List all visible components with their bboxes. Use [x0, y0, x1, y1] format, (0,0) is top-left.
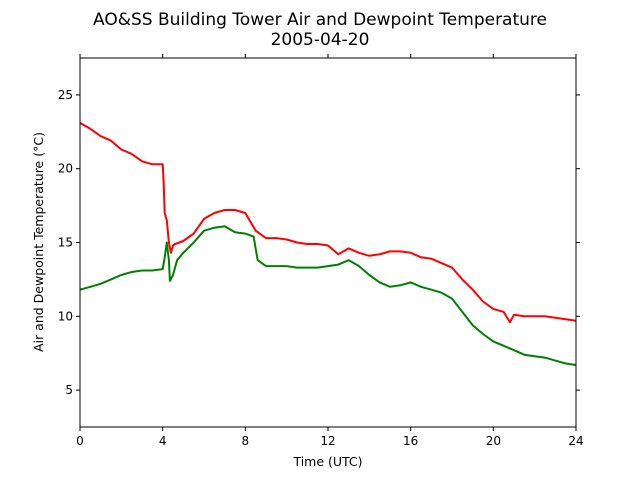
y-tick-label: 10 [58, 309, 73, 323]
chart-subtitle: 2005-04-20 [271, 30, 370, 50]
x-tick-label: 0 [76, 434, 84, 448]
x-tick-label: 12 [320, 434, 335, 448]
y-tick-label: 15 [58, 236, 73, 250]
y-axis-label: Air and Dewpoint Temperature (°C) [31, 132, 46, 352]
plot-frame [79, 57, 577, 428]
x-tick-label: 20 [486, 434, 501, 448]
x-tick-label: 16 [403, 434, 418, 448]
series-line-2 [79, 225, 577, 366]
x-tick-label: 8 [242, 434, 250, 448]
y-tick-label: 20 [58, 162, 73, 176]
y-tick-label: 5 [65, 383, 73, 397]
y-axis: 5 10 15 20 25 [58, 88, 580, 397]
x-axis: 0 4 8 12 16 20 24 [76, 54, 584, 448]
x-axis-label: Time (UTC) [292, 454, 362, 469]
x-tick-label: 4 [159, 434, 167, 448]
series-line-1 [79, 122, 577, 324]
x-tick-label: 24 [568, 434, 583, 448]
series-layer [79, 122, 577, 366]
chart-title: AO&SS Building Tower Air and Dewpoint Te… [93, 10, 547, 30]
y-tick-label: 25 [58, 88, 73, 102]
